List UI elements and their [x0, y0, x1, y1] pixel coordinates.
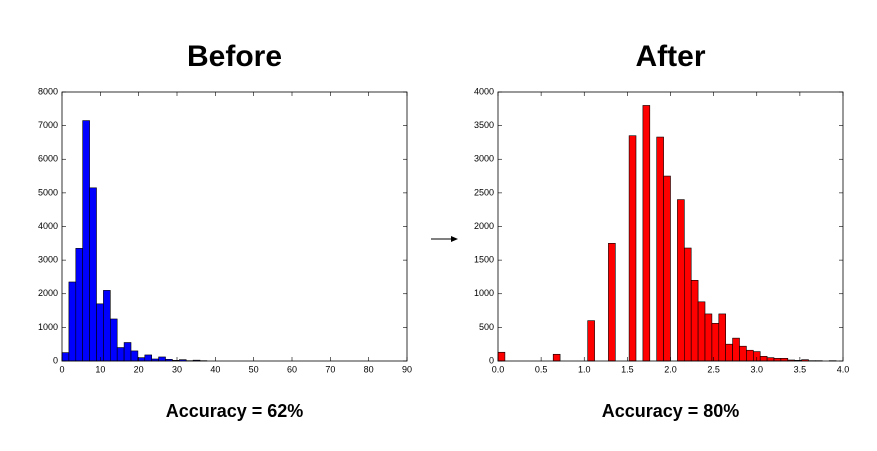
x-tick-label: 40	[210, 364, 220, 374]
y-tick-label: 3500	[474, 120, 494, 130]
bar	[628, 135, 637, 362]
bar	[773, 358, 782, 362]
bar	[497, 351, 506, 362]
y-tick-label: 6000	[38, 154, 58, 164]
x-tick-label: 1.0	[578, 364, 591, 374]
bar	[96, 303, 104, 362]
x-tick-label: 70	[325, 364, 335, 374]
x-tick-label: 0	[59, 364, 64, 374]
bar	[697, 301, 706, 362]
x-tick-label: 4.0	[837, 364, 850, 374]
y-tick-label: 500	[479, 322, 494, 332]
bar	[116, 347, 125, 362]
y-tick-label: 4000	[38, 221, 58, 231]
y-tick-label: 2500	[474, 187, 494, 197]
bar	[683, 247, 692, 362]
bar	[61, 352, 70, 362]
arrow-head	[451, 236, 458, 242]
y-tick-label: 7000	[38, 120, 58, 130]
y-tick-label: 0	[489, 355, 494, 365]
y-tick-label: 1000	[474, 288, 494, 298]
bar	[158, 356, 166, 362]
bar	[759, 355, 768, 362]
y-tick-label: 1500	[474, 255, 494, 265]
bar	[144, 354, 153, 362]
x-tick-label: 30	[172, 364, 182, 374]
x-tick-label: 0.0	[492, 364, 505, 374]
y-tick-label: 3000	[38, 255, 58, 265]
y-tick-label: 4000	[474, 86, 494, 96]
bar	[123, 342, 132, 362]
bar	[690, 279, 699, 362]
bar	[732, 337, 740, 362]
bar	[711, 323, 720, 362]
bar	[718, 313, 726, 362]
bar	[103, 290, 111, 362]
chart-title: After	[635, 40, 705, 73]
x-tick-label: 50	[249, 364, 259, 374]
caption: Accuracy = 80%	[602, 401, 740, 421]
x-tick-label: 80	[364, 364, 374, 374]
bar	[663, 175, 671, 362]
x-tick-label: 2.5	[707, 364, 720, 374]
x-tick-label: 3.0	[750, 364, 763, 374]
y-tick-label: 2000	[38, 288, 58, 298]
x-tick-label: 1.5	[621, 364, 634, 374]
bar	[587, 320, 595, 362]
x-tick-label: 2.0	[664, 364, 677, 374]
x-tick-label: 90	[402, 364, 412, 374]
bar	[89, 187, 97, 362]
bar	[677, 199, 685, 362]
x-tick-label: 20	[134, 364, 144, 374]
y-tick-label: 5000	[38, 187, 58, 197]
y-tick-label: 1000	[38, 322, 58, 332]
bar	[110, 318, 118, 362]
x-tick-label: 0.5	[535, 364, 548, 374]
bar	[82, 120, 90, 362]
bar	[725, 343, 733, 362]
chart-title: Before	[187, 40, 282, 73]
y-tick-label: 3000	[474, 154, 494, 164]
bar	[130, 350, 139, 362]
bar	[739, 345, 747, 362]
bar	[746, 349, 754, 362]
y-tick-label: 0	[53, 355, 58, 365]
x-tick-label: 60	[287, 364, 297, 374]
y-tick-label: 8000	[38, 86, 58, 96]
bar	[656, 136, 664, 362]
bar	[608, 243, 616, 362]
y-tick-label: 2000	[474, 221, 494, 231]
bar	[642, 105, 651, 362]
bar	[68, 281, 77, 362]
bar	[780, 358, 789, 362]
x-tick-label: 3.5	[794, 364, 807, 374]
caption: Accuracy = 62%	[166, 401, 304, 421]
bar	[704, 313, 713, 362]
bar	[75, 248, 84, 362]
bar	[766, 357, 775, 362]
bar	[552, 353, 561, 362]
x-tick-label: 10	[95, 364, 105, 374]
